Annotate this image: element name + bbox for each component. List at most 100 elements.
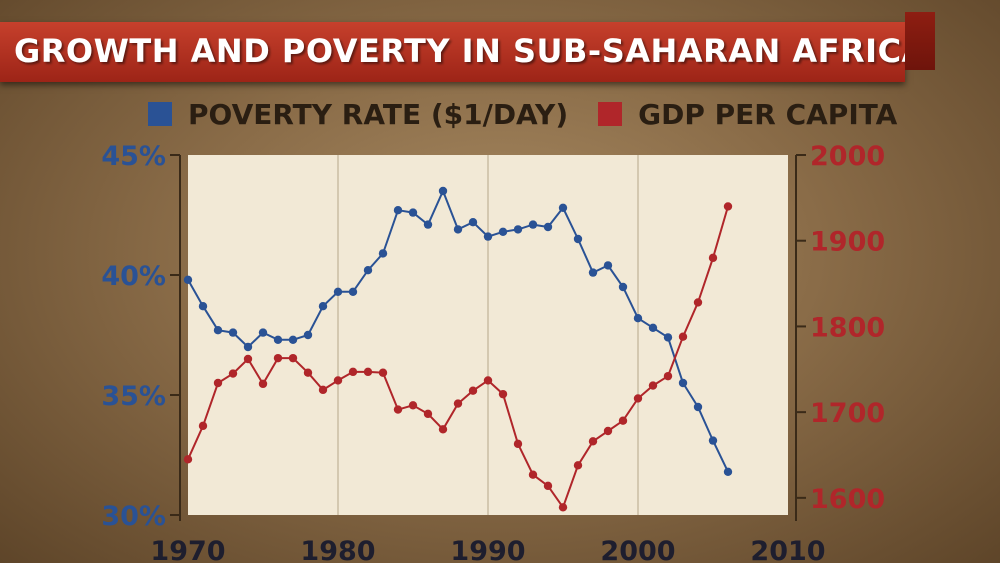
right-tick-label: 1700 — [810, 398, 885, 429]
poverty-point — [468, 218, 478, 227]
poverty-point — [708, 436, 718, 445]
gdp-point — [543, 481, 553, 491]
gdp-point — [498, 389, 508, 399]
left-tick-label: 45% — [101, 141, 166, 172]
gdp-point — [588, 437, 598, 446]
poverty-point — [513, 225, 523, 234]
poverty-point — [273, 335, 283, 344]
axes — [170, 154, 806, 521]
gdp-point — [618, 416, 628, 425]
poverty-point — [498, 227, 508, 236]
poverty-point — [423, 220, 433, 229]
gdp-point — [288, 353, 298, 363]
gdp-point — [258, 379, 268, 389]
poverty-point — [228, 328, 238, 337]
gdp-point — [648, 381, 658, 390]
poverty-point — [183, 275, 193, 284]
poverty-point — [573, 234, 583, 244]
poverty-point — [723, 467, 733, 476]
poverty-point — [603, 261, 613, 270]
tick-labels: 30% 35% 40% 45% 1600 1700 1800 1900 2000 1970 1980… — [101, 141, 885, 563]
poverty-point — [633, 314, 643, 323]
gdp-point — [348, 367, 358, 377]
poverty-point — [588, 268, 598, 277]
poverty-point — [303, 330, 313, 340]
gdp-point — [453, 399, 463, 408]
gdp-point — [303, 368, 313, 377]
legend-swatch-poverty — [148, 102, 172, 126]
poverty-point — [453, 225, 463, 234]
poverty-point — [243, 342, 253, 352]
gdp-point — [663, 371, 673, 381]
legend-swatch-gdp — [598, 102, 623, 126]
gdp-point — [468, 386, 478, 395]
poverty-point — [258, 328, 268, 337]
gdp-point — [483, 376, 493, 385]
poverty-point — [318, 302, 328, 311]
left-tick-label: 30% — [101, 501, 166, 532]
gdp-point — [333, 376, 343, 385]
poverty-point — [408, 208, 418, 217]
gdp-point — [603, 426, 613, 436]
gdp-point — [708, 253, 718, 263]
gdp-point — [723, 202, 733, 211]
gdp-point — [513, 439, 523, 449]
poverty-point — [348, 287, 358, 296]
gdp-point — [408, 401, 418, 410]
poverty-point — [648, 323, 658, 332]
gdp-point — [183, 455, 193, 464]
right-tick-label: 2000 — [810, 141, 885, 172]
gdp-point — [528, 470, 538, 479]
title-banner: GROWTH AND POVERTY IN SUB-SAHARAN AFRICA — [0, 22, 926, 82]
x-tick-label: 1980 — [300, 536, 375, 563]
series-points — [183, 186, 733, 512]
poverty-point — [288, 335, 298, 344]
right-tick-label: 1600 — [810, 484, 885, 515]
poverty-point — [483, 232, 493, 241]
poverty-point — [198, 302, 208, 311]
poverty-point — [528, 220, 538, 229]
gdp-point — [438, 425, 448, 434]
poverty-point — [543, 222, 553, 232]
gdp-point — [318, 385, 328, 395]
gdp-point — [363, 367, 373, 377]
poverty-point — [378, 249, 388, 258]
poverty-point — [663, 333, 673, 342]
poverty-point — [363, 266, 373, 275]
x-tick-label: 1990 — [450, 536, 525, 563]
gdp-point — [573, 461, 583, 470]
x-tick-label: 2010 — [750, 536, 825, 563]
legend-label-gdp: GDP PER CAPITA — [638, 97, 898, 131]
gdp-point — [423, 409, 433, 419]
poverty-point — [693, 402, 703, 412]
gdp-point — [243, 354, 253, 364]
left-tick-label: 35% — [101, 381, 166, 412]
gdp-point — [228, 369, 238, 378]
x-tick-label: 1970 — [150, 536, 225, 563]
gdp-point — [393, 405, 403, 414]
poverty-point — [333, 287, 343, 296]
legend: POVERTY RATE ($1/DAY) GDP PER CAPITA — [148, 96, 927, 132]
poverty-point — [618, 282, 628, 292]
chart-title: GROWTH AND POVERTY IN SUB-SAHARAN AFRICA — [14, 32, 927, 70]
gdp-point — [633, 394, 643, 403]
grid-lines — [337, 155, 639, 515]
legend-item-poverty: POVERTY RATE ($1/DAY) — [148, 98, 568, 131]
gdp-point — [678, 332, 688, 341]
legend-label-poverty: POVERTY RATE ($1/DAY) — [188, 97, 569, 131]
gdp-point — [273, 353, 283, 363]
poverty-point — [558, 203, 568, 212]
legend-item-gdp: GDP PER CAPITA — [598, 98, 897, 131]
x-tick-label: 2000 — [600, 536, 675, 563]
gdp-point — [558, 503, 568, 512]
gdp-point — [378, 368, 388, 377]
title-banner-flap — [905, 12, 935, 70]
right-tick-label: 1900 — [810, 227, 885, 258]
left-tick-label: 40% — [101, 261, 166, 292]
poverty-point — [678, 378, 688, 388]
gdp-point — [213, 378, 223, 388]
gdp-point — [693, 298, 703, 307]
poverty-point — [393, 206, 403, 215]
right-tick-label: 1800 — [810, 312, 885, 343]
